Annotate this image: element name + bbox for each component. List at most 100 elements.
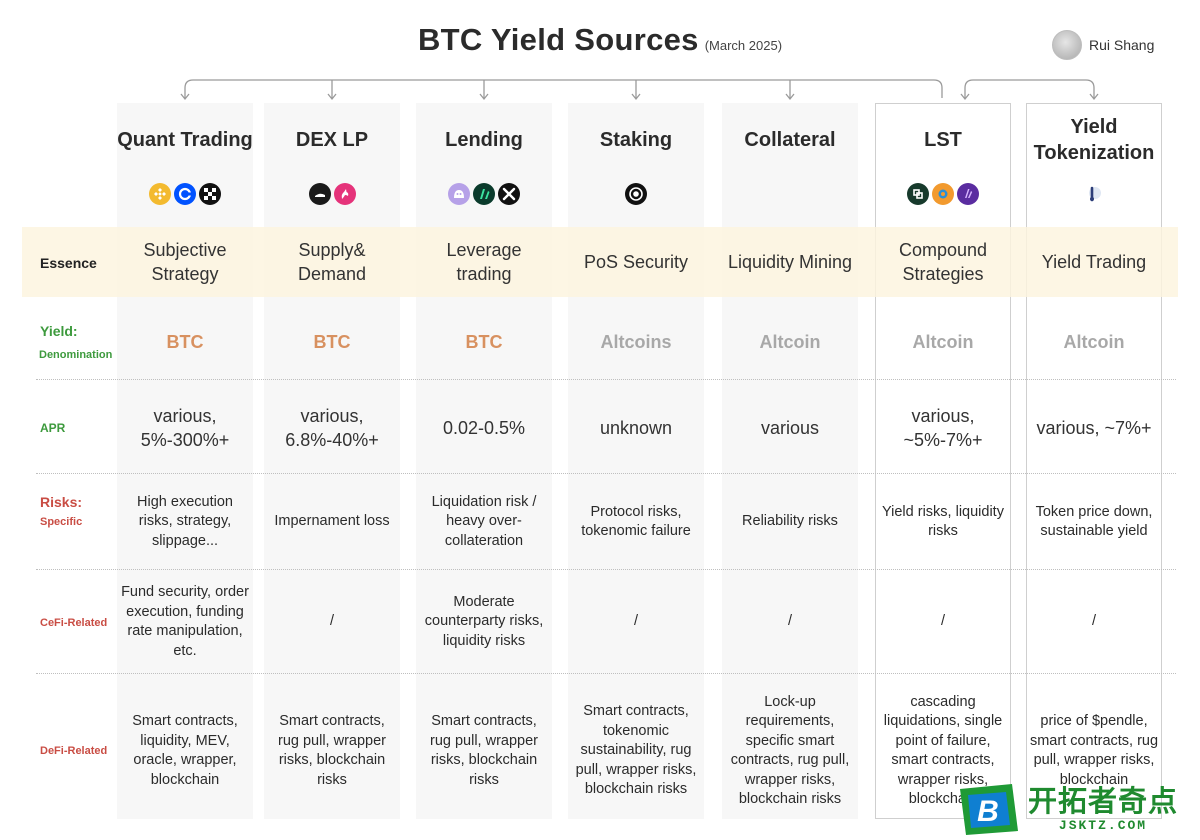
essence-cell: Leverage trading — [446, 240, 522, 284]
column-staking — [568, 103, 704, 819]
column-header: LST — [924, 129, 962, 151]
column-header: DEX LP — [295, 129, 369, 151]
specific-risk-cell: Liquidation risk / heavy over-collaterat… — [431, 493, 537, 549]
row-label-specific: Specific — [40, 516, 83, 528]
defi-risk-cell: Smart contracts, liquidity, MEV, oracle,… — [132, 713, 238, 788]
denomination-cell: BTC — [166, 331, 204, 352]
column-lst — [875, 103, 1011, 819]
essence-cell: PoS Security — [583, 252, 689, 272]
denomination-cell: Altcoin — [1063, 331, 1125, 352]
row-label-cefi: CeFi-Related — [40, 617, 108, 629]
protocol-icons — [568, 183, 704, 207]
watermark-text: 开拓者奇点 — [1028, 785, 1179, 818]
protocol-icons — [1026, 183, 1162, 207]
lending-protocol-logo-icon — [448, 183, 470, 205]
column-header: Quant Trading — [117, 129, 253, 151]
row-label-essence: Essence — [40, 255, 97, 271]
dex-protocol-logo-icon — [308, 183, 331, 205]
title-block: BTC Yield Sources (March 2025) — [0, 22, 1200, 58]
defi-risk-cell: Lock-up requirements, specific smart con… — [730, 693, 850, 808]
page-title: BTC Yield Sources — [417, 22, 699, 57]
column-header: Staking — [599, 129, 673, 151]
protocol-icons — [875, 183, 1011, 207]
column-quant-trading — [117, 103, 253, 819]
column-yield-tokenization — [1026, 103, 1162, 819]
purple-protocol-logo-icon — [957, 183, 979, 205]
column-header: Lending — [445, 129, 523, 151]
apr-cell: 0.02-0.5% — [442, 418, 526, 438]
watermark-logo-icon: B — [958, 781, 1022, 837]
cefi-risk-cell: Fund security, order execution, funding … — [121, 584, 249, 659]
defi-risk-cell: Smart contracts, rug pull, wrapper risks… — [430, 713, 538, 788]
avatar — [1052, 30, 1082, 60]
author-name: Rui Shang — [1089, 37, 1155, 53]
author-badge: Rui Shang — [1052, 30, 1154, 60]
apr-cell: various — [760, 418, 820, 438]
specific-risk-cell: Yield risks, liquidity risks — [882, 503, 1004, 540]
denomination-cell: BTC — [465, 331, 503, 352]
cefi-risk-cell: / — [329, 613, 335, 630]
column-header: Yield Tokenization — [1033, 116, 1155, 164]
apr-cell: various, 5%-300%+ — [140, 406, 230, 450]
row-divider — [36, 473, 1176, 474]
denomination-cell: Altcoin — [912, 331, 974, 352]
column-dex-lp — [264, 103, 400, 819]
column-collateral — [722, 103, 858, 819]
okx-logo-icon — [199, 183, 221, 205]
row-label-defi: DeFi-Related — [40, 745, 108, 757]
orange-protocol-logo-icon — [932, 183, 954, 205]
specific-risk-cell: Reliability risks — [742, 513, 838, 530]
essence-cell: Yield Trading — [1041, 252, 1147, 272]
essence-cell: Compound Strategies — [898, 240, 988, 284]
column-header: Collateral — [744, 129, 836, 151]
row-divider — [36, 379, 1176, 380]
x-protocol-logo-icon — [498, 183, 520, 205]
denomination-cell: Altcoins — [600, 331, 672, 352]
cefi-risk-cell: / — [1091, 613, 1097, 630]
apr-cell: various, 6.8%-40%+ — [285, 406, 379, 450]
page-subtitle: (March 2025) — [704, 38, 783, 53]
watermark-url: JSKTZ.COM — [1058, 817, 1148, 833]
pendle-logo-icon — [1083, 183, 1105, 205]
row-label-denomination: Denomination — [39, 349, 113, 361]
staking-protocol-logo-icon — [625, 183, 647, 205]
watermark-letter: B — [977, 795, 999, 828]
coinbase-logo-icon — [174, 183, 196, 205]
watermark: B 开拓者奇点 JSKTZ.COM — [958, 780, 1194, 838]
apr-cell: various, ~5%-7%+ — [903, 406, 983, 450]
cefi-risk-cell: / — [940, 613, 946, 630]
column-lending — [416, 103, 552, 819]
cefi-risk-cell: Moderate counterparty risks, liquidity r… — [424, 593, 544, 649]
essence-row-band — [22, 227, 1178, 297]
denomination-cell: Altcoin — [759, 331, 821, 352]
protocol-icons — [264, 183, 400, 207]
lst-protocol-logo-icon — [907, 183, 929, 205]
protocol-icons — [416, 183, 552, 207]
specific-risk-cell: High execution risks, strategy, slippage… — [137, 493, 233, 549]
row-divider — [36, 673, 1176, 674]
specific-risk-cell: Protocol risks, tokenomic failure — [581, 503, 691, 540]
apr-cell: various, ~7%+ — [1036, 418, 1152, 438]
row-label-yield: Yield: — [40, 323, 78, 339]
apr-cell: unknown — [599, 418, 673, 438]
column-connector-arrows — [180, 79, 1099, 101]
row-label-apr: APR — [40, 421, 66, 435]
defi-risk-cell: Smart contracts, tokenomic sustainabilit… — [575, 703, 697, 798]
defi-risk-cell: price of $pendle, smart contracts, rug p… — [1029, 713, 1159, 788]
specific-risk-cell: Token price down, sustainable yield — [1035, 503, 1153, 540]
specific-risk-cell: Impernament loss — [274, 513, 390, 530]
essence-cell: Supply& Demand — [297, 240, 367, 284]
defi-risk-cell: Smart contracts, rug pull, wrapper risks… — [278, 713, 386, 788]
green-protocol-logo-icon — [473, 183, 495, 205]
cefi-risk-cell: / — [633, 613, 639, 630]
row-divider — [36, 569, 1176, 570]
bnb-logo-icon — [149, 183, 171, 205]
unicorn-logo-icon — [333, 183, 356, 205]
essence-cell: Subjective Strategy — [143, 240, 227, 284]
protocol-icons — [117, 183, 253, 207]
row-label-risks: Risks: — [40, 494, 83, 510]
essence-cell: Liquidity Mining — [727, 252, 853, 272]
cefi-risk-cell: / — [787, 613, 793, 630]
defi-risk-cell: cascading liquidations, single point of … — [883, 693, 1003, 808]
denomination-cell: BTC — [313, 331, 351, 352]
